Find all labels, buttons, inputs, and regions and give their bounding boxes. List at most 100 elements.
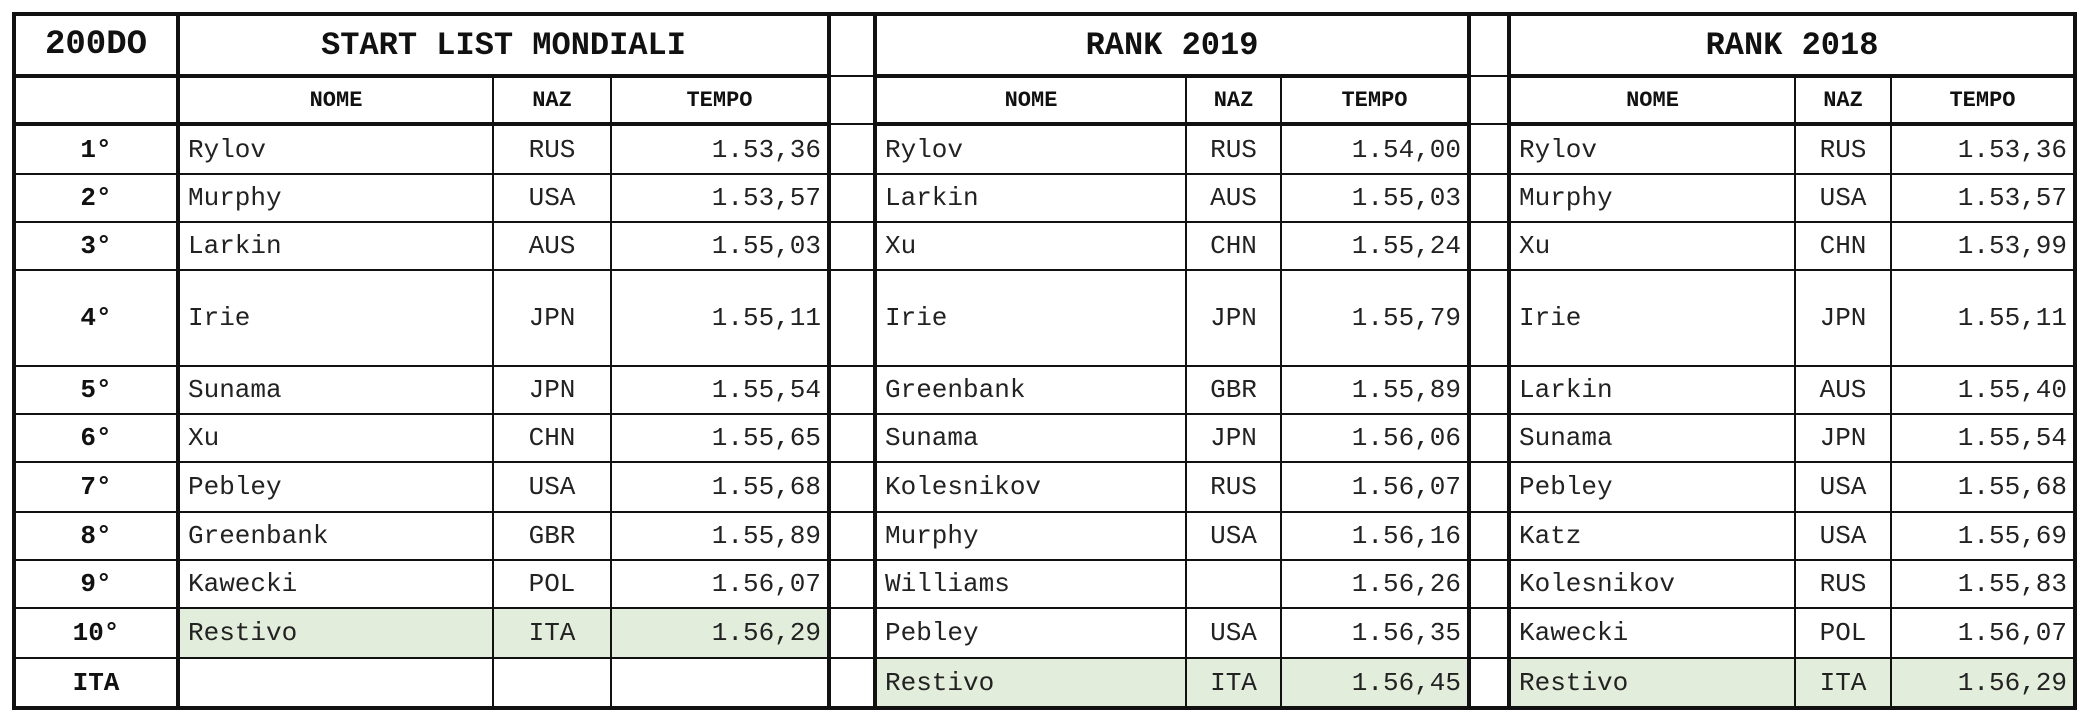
- spacer-cell: [828, 269, 876, 367]
- table-row: 5° Sunama JPN 1.55,54 Greenbank GBR 1.55,89 Lar…: [12, 365, 2077, 415]
- rank-2018-time-cell: 1.56,29: [1890, 657, 2077, 710]
- rank-2018-name-cell: Rylov: [1507, 123, 1796, 175]
- start-name-cell: [177, 657, 494, 710]
- start-naz-cell: [492, 657, 612, 710]
- start-name-cell: Kawecki: [177, 559, 494, 609]
- rank-2019-time-cell: 1.55,24: [1280, 221, 1471, 271]
- rank-2019-naz-cell: AUS: [1185, 173, 1282, 223]
- table-row: 8° Greenbank GBR 1.55,89 Murphy USA 1.56,16 Kat…: [12, 511, 2077, 561]
- rank-2018-name-cell: Kawecki: [1507, 607, 1796, 659]
- rank-2018-time-cell: 1.53,36: [1890, 123, 2077, 175]
- rank-2018-naz-cell: AUS: [1794, 365, 1892, 415]
- position-cell: 4°: [12, 269, 180, 367]
- rank-2018-naz-cell: JPN: [1794, 413, 1892, 463]
- start-time-cell: [610, 657, 831, 710]
- rank-2018-time-cell: 1.55,68: [1890, 461, 2077, 513]
- start-time-cell: 1.56,29: [610, 607, 831, 659]
- start-time-cell: 1.55,11: [610, 269, 831, 367]
- spacer-cell: [1468, 657, 1510, 710]
- position-cell: 3°: [12, 221, 180, 271]
- rank-2018-time-cell: 1.55,83: [1890, 559, 2077, 609]
- spacer-cell: [828, 12, 876, 77]
- start-name-cell: Xu: [177, 413, 494, 463]
- rank-2019-name-cell: Pebley: [873, 607, 1187, 659]
- results-table: 200DO START LIST MONDIALI RANK 2019 RANK…: [12, 12, 2077, 710]
- start-naz-cell: JPN: [492, 269, 612, 367]
- start-naz-cell: USA: [492, 461, 612, 513]
- rank-2018-naz-cell: USA: [1794, 511, 1892, 561]
- table-row: 10° Restivo ITA 1.56,29 Pebley USA 1.56,35 Kawe…: [12, 607, 2077, 659]
- rank-2019-naz-cell: USA: [1185, 511, 1282, 561]
- rank-2018-time-cell: 1.55,40: [1890, 365, 2077, 415]
- rank-2018-time-cell: 1.53,57: [1890, 173, 2077, 223]
- rank-2018-naz-cell: RUS: [1794, 559, 1892, 609]
- spacer-cell: [828, 123, 876, 175]
- rank-2018-time-cell: 1.55,54: [1890, 413, 2077, 463]
- rank-2018-time-cell: 1.55,11: [1890, 269, 2077, 367]
- spacer-cell: [1468, 221, 1510, 271]
- table-row: 2° Murphy USA 1.53,57 Larkin AUS 1.55,03 Murphy…: [12, 173, 2077, 223]
- start-name-cell: Murphy: [177, 173, 494, 223]
- rank-2018-naz-cell: POL: [1794, 607, 1892, 659]
- position-cell: 2°: [12, 173, 180, 223]
- spacer-cell: [828, 511, 876, 561]
- rank-2019-naz-cell: RUS: [1185, 123, 1282, 175]
- start-naz-cell: RUS: [492, 123, 612, 175]
- title-row: 200DO START LIST MONDIALI RANK 2019 RANK…: [12, 12, 2077, 77]
- rank-2019-naz-cell: RUS: [1185, 461, 1282, 513]
- pos-header: [12, 74, 180, 126]
- start-naz-cell: AUS: [492, 221, 612, 271]
- rank-2019-name-cell: Williams: [873, 559, 1187, 609]
- rank-2019-naz-cell: USA: [1185, 607, 1282, 659]
- rank-2018-name-cell: Kolesnikov: [1507, 559, 1796, 609]
- rank-2018-naz-cell: CHN: [1794, 221, 1892, 271]
- r2019-naz-header: NAZ: [1185, 74, 1282, 126]
- start-name-cell: Pebley: [177, 461, 494, 513]
- start-time-cell: 1.55,65: [610, 413, 831, 463]
- start-time-cell: 1.55,54: [610, 365, 831, 415]
- table-row: 3° Larkin AUS 1.55,03 Xu CHN 1.55,24 Xu CHN 1.53,…: [12, 221, 2077, 271]
- position-cell: ITA: [12, 657, 180, 710]
- position-cell: 8°: [12, 511, 180, 561]
- spacer-cell: [1468, 123, 1510, 175]
- r2018-tempo-header: TEMPO: [1890, 74, 2077, 126]
- position-cell: 10°: [12, 607, 180, 659]
- rank-2019-time-cell: 1.55,03: [1280, 173, 1471, 223]
- start-name-cell: Rylov: [177, 123, 494, 175]
- rank-2019-name-cell: Sunama: [873, 413, 1187, 463]
- rank-2018-naz-cell: ITA: [1794, 657, 1892, 710]
- rank-2018-naz-cell: USA: [1794, 173, 1892, 223]
- start-nome-header: NOME: [177, 74, 494, 126]
- start-time-cell: 1.55,89: [610, 511, 831, 561]
- start-time-cell: 1.53,57: [610, 173, 831, 223]
- spacer-cell: [1468, 413, 1510, 463]
- rank-2019-name-cell: Rylov: [873, 123, 1187, 175]
- table-row: 6° Xu CHN 1.55,65 Sunama JPN 1.56,06 Sunama JPN 1…: [12, 413, 2077, 463]
- header-row: NOME NAZ TEMPO NOME NAZ TEMPO NOME NAZ T…: [12, 74, 2077, 126]
- rank-2018-name-cell: Katz: [1507, 511, 1796, 561]
- position-cell: 6°: [12, 413, 180, 463]
- start-time-cell: 1.53,36: [610, 123, 831, 175]
- rank-2019-naz-cell: GBR: [1185, 365, 1282, 415]
- position-cell: 9°: [12, 559, 180, 609]
- rank-2019-time-cell: 1.56,16: [1280, 511, 1471, 561]
- position-cell: 7°: [12, 461, 180, 513]
- rank-2019-title: RANK 2019: [873, 12, 1471, 77]
- spacer-cell: [1468, 269, 1510, 367]
- rank-2018-title: RANK 2018: [1507, 12, 2077, 77]
- spacer-cell: [828, 559, 876, 609]
- position-cell: 1°: [12, 123, 180, 175]
- position-cell: 5°: [12, 365, 180, 415]
- rank-2018-name-cell: Sunama: [1507, 413, 1796, 463]
- rank-2018-naz-cell: JPN: [1794, 269, 1892, 367]
- start-time-cell: 1.56,07: [610, 559, 831, 609]
- spacer-cell: [828, 461, 876, 513]
- rank-2018-time-cell: 1.56,07: [1890, 607, 2077, 659]
- start-name-cell: Restivo: [177, 607, 494, 659]
- rank-2019-name-cell: Larkin: [873, 173, 1187, 223]
- spacer-cell: [828, 221, 876, 271]
- rank-2018-time-cell: 1.55,69: [1890, 511, 2077, 561]
- event-label: 200DO: [12, 12, 180, 77]
- start-naz-cell: CHN: [492, 413, 612, 463]
- spacer-cell: [1468, 559, 1510, 609]
